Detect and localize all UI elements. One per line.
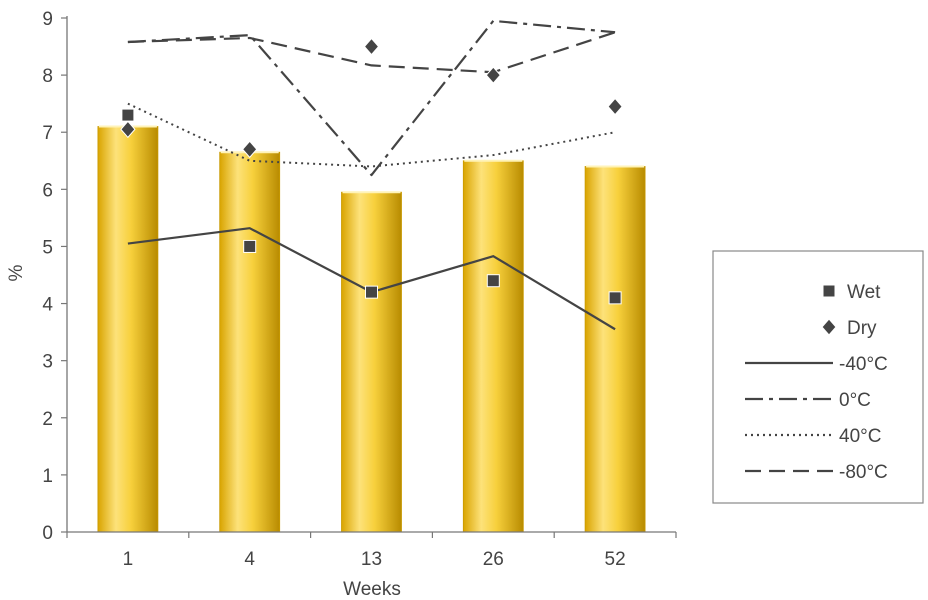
legend-dry-marker [821, 318, 837, 336]
dry-marker [363, 37, 380, 56]
x-tick-label: 1 [123, 549, 134, 570]
y-tick-label: 0 [42, 523, 53, 544]
x-axis-title: Weeks [343, 579, 401, 600]
y-tick-label: 7 [42, 123, 53, 144]
legend-box [712, 250, 924, 504]
dry-marker [607, 97, 623, 116]
y-tick-label: 5 [42, 237, 53, 258]
legend-label: 0°C [839, 390, 871, 411]
bar [97, 126, 159, 533]
y-tick-label: 4 [42, 295, 53, 316]
legend-wet-marker [822, 284, 836, 298]
series-line-1 [127, 19, 616, 177]
bar [219, 151, 281, 533]
wet-marker [486, 274, 500, 288]
y-axis-title: % [6, 264, 27, 281]
series-line-3 [127, 31, 616, 74]
series-line-2 [127, 102, 616, 168]
y-tick-label: 3 [42, 352, 53, 373]
x-tick-label: 26 [483, 549, 504, 570]
dry-marker [485, 66, 501, 84]
bar [341, 191, 402, 533]
legend-label: Dry [847, 318, 877, 339]
wet-marker [243, 239, 257, 253]
plot-area: 0 1 2 3 4 5 6 7 8 9 1 4 13 26 52 [42, 9, 677, 570]
legend: Wet Dry -40°C 0°C 40°C -80°C [712, 250, 924, 504]
wet-marker [365, 285, 378, 299]
y-tick-label: 9 [42, 9, 53, 30]
bar [584, 166, 646, 533]
dry-marker [242, 140, 258, 159]
y-tick-label: 1 [42, 466, 53, 487]
x-tick-label: 52 [605, 549, 626, 570]
legend-label: 40°C [839, 426, 881, 447]
bar [462, 160, 524, 533]
legend-label: -80°C [839, 462, 888, 483]
y-tick-label: 8 [42, 66, 53, 87]
legend-label: Wet [847, 282, 881, 303]
y-tick-label: 6 [42, 180, 53, 201]
dry-marker [120, 120, 136, 139]
y-tick-label: 2 [42, 409, 53, 430]
legend-label: -40°C [839, 354, 888, 375]
x-tick-label: 13 [361, 549, 382, 570]
wet-marker [608, 291, 622, 305]
wet-marker [121, 108, 135, 122]
x-tick-label: 4 [244, 549, 255, 570]
